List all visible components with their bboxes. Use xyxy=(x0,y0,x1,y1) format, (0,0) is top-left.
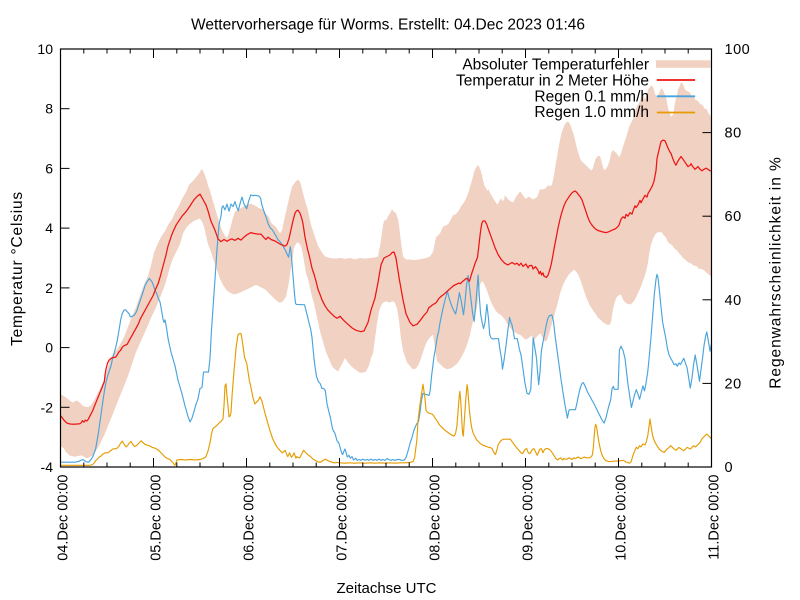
svg-text:05.Dec 00:00: 05.Dec 00:00 xyxy=(149,475,165,561)
svg-text:Zeitachse UTC: Zeitachse UTC xyxy=(336,580,436,597)
svg-text:11.Dec 00:00: 11.Dec 00:00 xyxy=(707,475,723,560)
svg-text:Temperatur in 2 Meter Höhe: Temperatur in 2 Meter Höhe xyxy=(456,72,649,89)
svg-text:09.Dec 00:00: 09.Dec 00:00 xyxy=(521,475,537,561)
svg-text:6: 6 xyxy=(45,160,53,176)
svg-text:100: 100 xyxy=(725,42,751,58)
svg-text:4: 4 xyxy=(45,220,53,236)
svg-text:-4: -4 xyxy=(41,459,54,475)
svg-text:Absoluter Temperaturfehler: Absoluter Temperaturfehler xyxy=(462,57,649,74)
svg-text:06.Dec 00:00: 06.Dec 00:00 xyxy=(242,475,258,561)
svg-text:2: 2 xyxy=(45,280,53,296)
svg-text:10.Dec 00:00: 10.Dec 00:00 xyxy=(614,475,630,561)
svg-text:60: 60 xyxy=(725,209,742,225)
svg-text:Regen 1.0 mm/h: Regen 1.0 mm/h xyxy=(534,104,649,121)
svg-text:80: 80 xyxy=(725,126,742,142)
svg-text:20: 20 xyxy=(725,376,742,392)
svg-text:8: 8 xyxy=(45,101,53,117)
svg-text:10: 10 xyxy=(37,41,53,57)
svg-text:07.Dec 00:00: 07.Dec 00:00 xyxy=(335,475,351,561)
svg-text:Temperatur °Celsius: Temperatur °Celsius xyxy=(9,191,26,346)
svg-text:Regen 0.1 mm/h: Regen 0.1 mm/h xyxy=(534,88,649,105)
svg-text:-2: -2 xyxy=(41,399,54,415)
svg-text:04.Dec 00:00: 04.Dec 00:00 xyxy=(56,475,72,561)
svg-text:0: 0 xyxy=(45,340,53,356)
svg-text:0: 0 xyxy=(725,460,734,476)
svg-text:08.Dec 00:00: 08.Dec 00:00 xyxy=(428,475,444,561)
svg-text:Wettervorhersage für Worms. Er: Wettervorhersage für Worms. Erstellt: 04… xyxy=(191,17,585,34)
svg-text:Regenwahrscheinlichkeit in %: Regenwahrscheinlichkeit in % xyxy=(768,156,785,389)
svg-text:40: 40 xyxy=(725,293,742,309)
